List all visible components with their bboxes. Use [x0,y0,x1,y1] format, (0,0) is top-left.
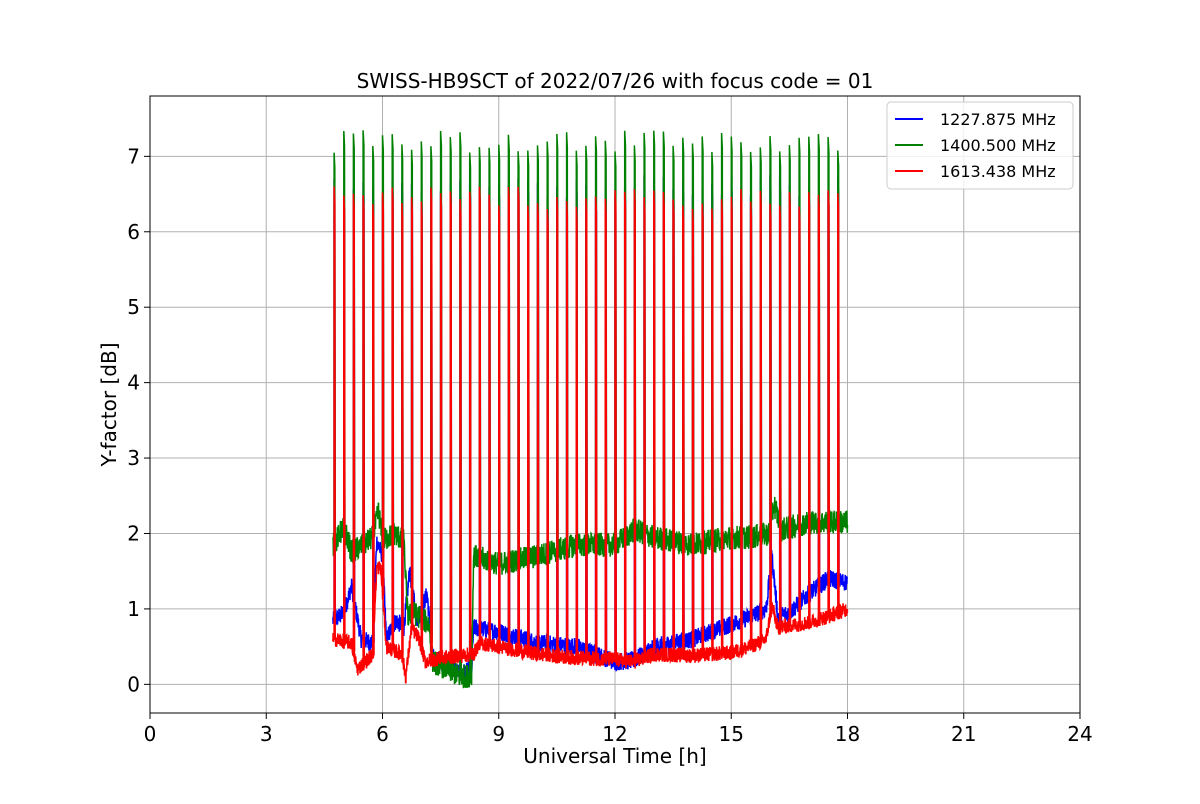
legend-box [886,101,1074,190]
chart-title: SWISS-HB9SCT of 2022/07/26 with focus co… [357,69,874,93]
x-tick-label: 6 [376,722,389,746]
y-tick-label: 2 [127,521,140,545]
x-tick-label: 12 [602,722,627,746]
legend: 1227.875 MHz 1400.500 MHz 1613.438 MHz [886,101,1074,190]
legend-label: 1613.438 MHz [940,162,1056,181]
y-tick-label: 6 [127,220,140,244]
x-tick-label: 3 [260,722,273,746]
y-tick-label: 4 [127,371,140,395]
y-tick-label: 3 [127,446,140,470]
x-tick-label: 24 [1067,722,1092,746]
y-tick-label: 1 [127,597,140,621]
x-tick-label: 9 [492,722,505,746]
y-axis-label: Y-factor [dB] [97,342,121,467]
series-line-3 [332,186,849,684]
legend-label: 1400.500 MHz [940,136,1056,155]
legend-label: 1227.875 MHz [940,110,1056,129]
y-tick-label: 7 [127,144,140,168]
x-tick-label: 18 [835,722,860,746]
x-tick-label: 21 [951,722,976,746]
x-axis-label: Universal Time [h] [523,744,706,768]
y-tick-label: 0 [127,672,140,696]
x-tick-label: 15 [719,722,744,746]
x-tick-label: 0 [144,722,157,746]
y-tick-label: 5 [127,295,140,319]
series-layer [332,130,849,689]
